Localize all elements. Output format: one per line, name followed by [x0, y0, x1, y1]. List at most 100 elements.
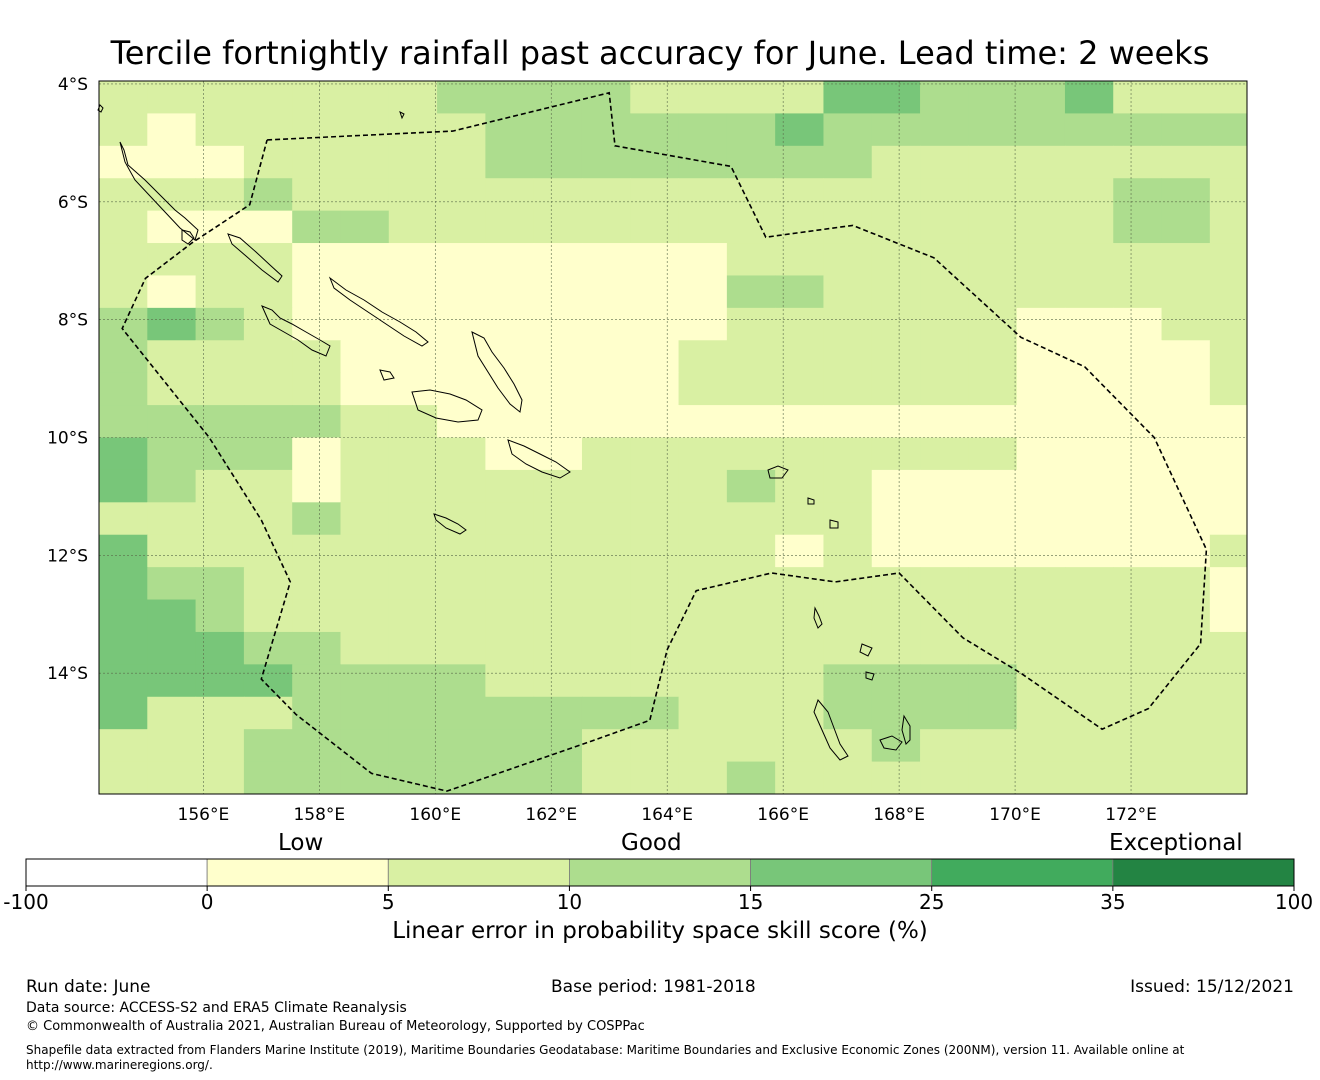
lon-tick-label: 158°E	[293, 805, 345, 825]
grid-cell	[581, 210, 631, 244]
grid-cell	[968, 502, 1018, 536]
grid-cell	[1016, 210, 1066, 244]
latitude-labels: 4°S 6°S 8°S 10°S 12°S 14°S	[47, 75, 88, 684]
grid-cell	[195, 275, 245, 309]
grid-cell	[1064, 729, 1114, 763]
grid-cell	[340, 696, 390, 730]
grid-cell	[968, 761, 1018, 795]
grid-cell	[1209, 243, 1248, 276]
grid-cell	[195, 145, 245, 179]
grid-cell	[968, 113, 1018, 147]
grid-cell	[726, 405, 776, 438]
grid-cell	[340, 469, 390, 503]
grid-cell	[581, 340, 631, 374]
grid-cell	[630, 243, 680, 276]
bougainville-island	[119, 141, 199, 241]
grid-cell	[630, 567, 680, 601]
grid-cell	[1209, 696, 1248, 730]
grid-cell	[775, 243, 824, 276]
grid-cell	[678, 664, 728, 698]
grid-cell	[1016, 437, 1066, 471]
grid-cell	[775, 534, 824, 568]
grid-cell	[920, 210, 969, 244]
grid-cell	[340, 307, 390, 341]
grid-cell	[581, 437, 631, 471]
grid-cell	[388, 113, 438, 147]
grid-cell	[920, 178, 969, 212]
grid-cell	[823, 307, 873, 341]
colorbar-label: Linear error in probability space skill …	[392, 918, 928, 944]
grid-cell	[147, 81, 197, 114]
grid-cell	[1113, 372, 1163, 406]
grid-cell	[1016, 729, 1066, 763]
grid-cell	[1113, 145, 1163, 179]
grid-cell	[1064, 631, 1114, 665]
grid-cell	[292, 729, 341, 763]
grid-cell	[195, 210, 245, 244]
grid-cell	[871, 113, 921, 147]
grid-cell	[195, 340, 245, 374]
grid-cell	[775, 178, 824, 212]
grid-cell	[292, 696, 341, 730]
grid-cell	[1113, 275, 1163, 309]
banks-islands	[865, 671, 875, 681]
grid-cell	[871, 729, 921, 763]
grid-cell	[437, 631, 486, 665]
grid-cell	[292, 469, 341, 503]
grid-cell	[99, 243, 148, 276]
grid-cell	[1064, 469, 1114, 503]
grid-cell	[678, 729, 728, 763]
grid-cell	[775, 372, 824, 406]
grid-cell	[1161, 664, 1211, 698]
tikopia-island	[807, 497, 815, 505]
grid-cell	[388, 81, 438, 114]
grid-cell	[1016, 502, 1066, 536]
grid-cell	[1161, 275, 1211, 309]
choiseul-island	[227, 233, 283, 283]
grid-cell	[485, 113, 535, 147]
grid-cell	[292, 113, 341, 147]
grid-cell	[1016, 145, 1066, 179]
grid-cell	[99, 567, 148, 601]
grid-cell	[871, 210, 921, 244]
grid-cell	[99, 210, 148, 244]
grid-cell	[871, 631, 921, 665]
grid-cell	[437, 664, 486, 698]
grid-cell	[340, 599, 390, 633]
grid-cell	[147, 307, 197, 341]
grid-cell	[147, 145, 197, 179]
grid-cell	[726, 275, 776, 309]
grid-cell	[630, 275, 680, 309]
grid-cell	[726, 178, 776, 212]
grid-cell	[581, 113, 631, 147]
grid-cell	[533, 243, 583, 276]
grid-cell	[243, 761, 293, 795]
grid-cell	[775, 81, 824, 114]
lon-tick-label: 164°E	[641, 805, 693, 825]
grid-cell	[292, 210, 341, 244]
grid-cell	[1161, 631, 1211, 665]
grid-cell	[292, 340, 341, 374]
grid-cell	[1064, 178, 1114, 212]
grid-cell	[581, 599, 631, 633]
grid-cell	[920, 113, 969, 147]
grid-cell	[1161, 178, 1211, 212]
grid-cell	[1016, 307, 1066, 341]
grid-cell	[99, 275, 148, 309]
grid-cell	[388, 534, 438, 568]
grid-cell	[630, 729, 680, 763]
grid-cell	[388, 469, 438, 503]
grid-cell	[437, 178, 486, 212]
grid-cell	[823, 405, 873, 438]
colorbar-tick-label: 5	[382, 890, 395, 914]
shapefile-credit-line1: Shapefile data extracted from Flanders M…	[26, 1043, 1185, 1057]
grid-cell	[678, 275, 728, 309]
grid-cell	[678, 81, 728, 114]
colorbar: -100 0 5 10 15 25 35 100	[3, 858, 1313, 914]
grid-cell	[388, 178, 438, 212]
grid-cell	[485, 469, 535, 503]
colorbar-tick-label: 0	[201, 890, 214, 914]
grid-cell	[1016, 696, 1066, 730]
grid-cell	[920, 307, 969, 341]
grid-cell	[1161, 340, 1211, 374]
